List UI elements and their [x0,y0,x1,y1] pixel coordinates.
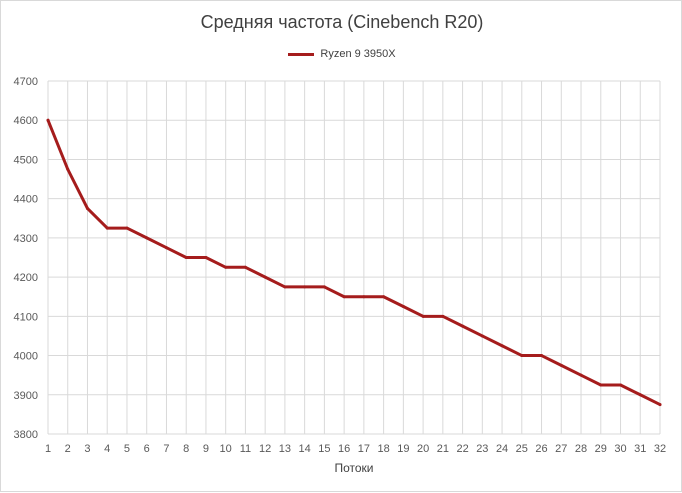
data-point [164,246,168,250]
data-point [520,354,524,358]
data-point [421,314,425,318]
legend-label: Ryzen 9 3950X [320,48,396,60]
x-tick-label: 10 [220,443,232,455]
x-tick-label: 27 [555,443,567,455]
x-tick-label: 16 [338,443,350,455]
data-point [184,256,188,259]
y-tick-label: 4300 [14,233,38,245]
y-tick-label: 4700 [14,76,38,88]
x-tick-label: 17 [358,443,370,455]
data-point [85,206,89,210]
data-point [500,344,504,348]
x-tick-label: 13 [279,443,291,455]
x-tick-label: 25 [516,443,528,455]
legend-swatch [288,52,315,56]
x-tick-label: 11 [240,443,251,455]
y-tick-label: 4100 [14,311,38,323]
data-point [401,305,405,309]
data-point [658,403,662,407]
data-point [638,393,642,397]
data-point [441,314,445,318]
y-tick-label: 3900 [14,390,38,402]
x-tick-label: 22 [456,443,468,455]
x-tick-label: 6 [144,443,150,455]
data-point [105,226,109,230]
x-tick-label: 12 [259,443,271,455]
y-tick-label: 4500 [14,154,38,166]
data-point [322,285,326,289]
data-point [145,236,149,240]
x-axis-label: Потоки [334,461,373,475]
data-point [224,265,228,269]
data-point [204,256,208,259]
legend: Ryzen 9 3950X [1,48,682,60]
x-tick-label: 23 [476,443,488,455]
x-tick-label: 15 [318,443,330,455]
data-point [382,295,386,299]
y-tick-label: 4000 [14,351,38,363]
data-point [540,354,544,358]
y-tick-label: 3800 [14,429,38,441]
data-point [362,295,366,299]
x-tick-label: 1 [45,443,51,455]
data-point [263,275,267,279]
x-tick-label: 30 [614,443,626,455]
chart-title: Средняя частота (Cinebench R20) [200,12,484,32]
x-tick-label: 28 [575,443,587,455]
x-tick-label: 9 [203,443,209,455]
series-line [46,118,662,407]
x-tick-label: 24 [496,443,508,455]
x-tick-label: 18 [377,443,389,455]
x-tick-label: 26 [535,443,547,455]
x-tick-label: 5 [124,443,130,455]
data-point [342,295,346,299]
x-tick-label: 32 [654,443,666,455]
y-tick-label: 4200 [14,272,38,284]
data-point [303,285,307,289]
data-point [480,334,484,338]
data-point [599,383,603,387]
x-tick-label: 3 [84,443,90,455]
data-point [46,118,50,122]
x-tick-label: 7 [163,443,169,455]
data-point [619,383,623,387]
y-tick-label: 4400 [14,194,38,206]
data-point [559,363,563,367]
x-tick-label: 19 [397,443,409,455]
x-tick-label: 4 [104,443,110,455]
y-tick-label: 4600 [14,115,38,127]
x-tick-label: 2 [65,443,71,455]
x-tick-label: 31 [634,443,646,455]
x-tick-label: 8 [183,443,189,455]
data-point [461,324,465,328]
data-point [125,226,129,230]
data-point [283,285,287,289]
data-point [66,167,70,171]
data-point [243,265,247,269]
x-tick-label: 21 [437,443,449,455]
x-tick-label: 20 [417,443,429,455]
data-point [579,373,583,377]
x-tick-label: 14 [299,443,311,455]
x-tick-label: 29 [595,443,607,455]
